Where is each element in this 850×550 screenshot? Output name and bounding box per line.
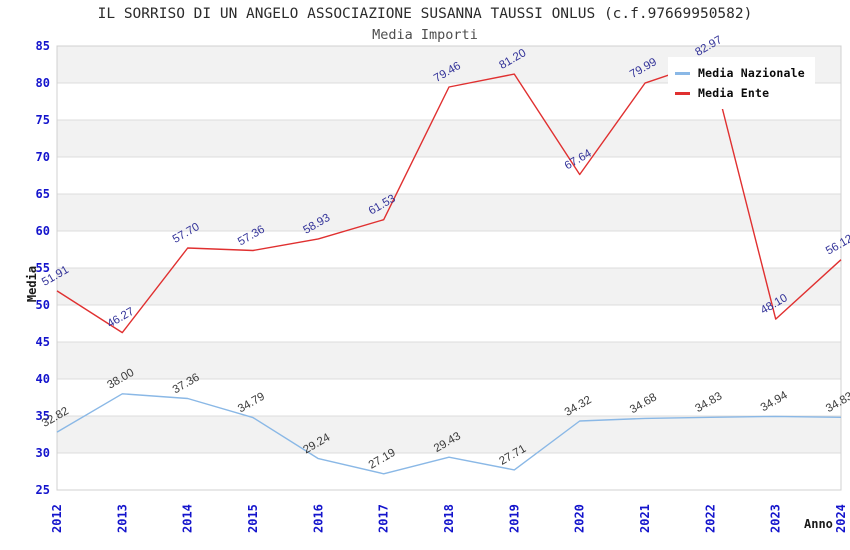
x-tick-label: 2012: [50, 504, 64, 533]
y-tick-label: 35: [36, 409, 50, 423]
grid-band: [57, 453, 841, 490]
grid-band: [57, 231, 841, 268]
legend-item-media-ente: Media Ente: [675, 83, 805, 103]
grid-band: [57, 416, 841, 453]
x-tick-label: 2018: [442, 504, 456, 533]
y-tick-label: 75: [36, 113, 50, 127]
series-line-media-nazionale: [56, 393, 842, 475]
media-ente-line-marker: [675, 91, 690, 95]
y-axis-title: Media: [25, 265, 39, 303]
x-tick-label: 2015: [246, 504, 260, 533]
y-tick-label: 70: [36, 150, 50, 164]
grid-band: [57, 268, 841, 305]
y-tick-label: 85: [36, 39, 50, 53]
y-tick-label: 30: [36, 446, 50, 460]
x-tick-label: 2017: [377, 504, 391, 533]
x-tick-label: 2021: [638, 504, 652, 533]
x-axis-title: Anno: [804, 517, 833, 531]
legend-label-media-ente: Media Ente: [698, 86, 770, 100]
legend-item-media-nazionale: Media Nazionale: [675, 63, 805, 83]
grid-band: [57, 157, 841, 194]
x-tick-label: 2024: [834, 504, 848, 533]
chart-title: IL SORRISO DI UN ANGELO ASSOCIAZIONE SUS…: [97, 6, 753, 22]
x-tick-label: 2014: [181, 504, 195, 533]
y-tick-label: 50: [36, 298, 50, 312]
legend-label-media-nazionale: Media Nazionale: [698, 66, 805, 80]
x-tick-label: 2020: [573, 504, 587, 533]
legend: Media Nazionale Media Ente: [668, 57, 815, 109]
x-tick-label: 2022: [703, 504, 717, 533]
media-nazionale-line-marker: [675, 71, 690, 75]
y-tick-label: 25: [36, 483, 50, 497]
grid-band: [57, 194, 841, 231]
plot-border: [56, 45, 842, 491]
y-tick-label: 45: [36, 335, 50, 349]
y-tick-label: 65: [36, 187, 50, 201]
x-tick-label: 2013: [115, 504, 129, 533]
grid-band: [57, 305, 841, 342]
chart-subtitle: Media Importi: [372, 27, 478, 43]
y-tick-label: 40: [36, 372, 50, 386]
x-tick-label: 2023: [769, 504, 783, 533]
grid-band: [57, 120, 841, 157]
x-tick-label: 2019: [507, 504, 521, 533]
y-tick-label: 55: [36, 261, 50, 275]
x-tick-label: 2016: [311, 504, 325, 533]
y-tick-label: 60: [36, 224, 50, 238]
grid-band: [57, 342, 841, 379]
y-tick-label: 80: [36, 76, 50, 90]
grid-band: [57, 379, 841, 416]
